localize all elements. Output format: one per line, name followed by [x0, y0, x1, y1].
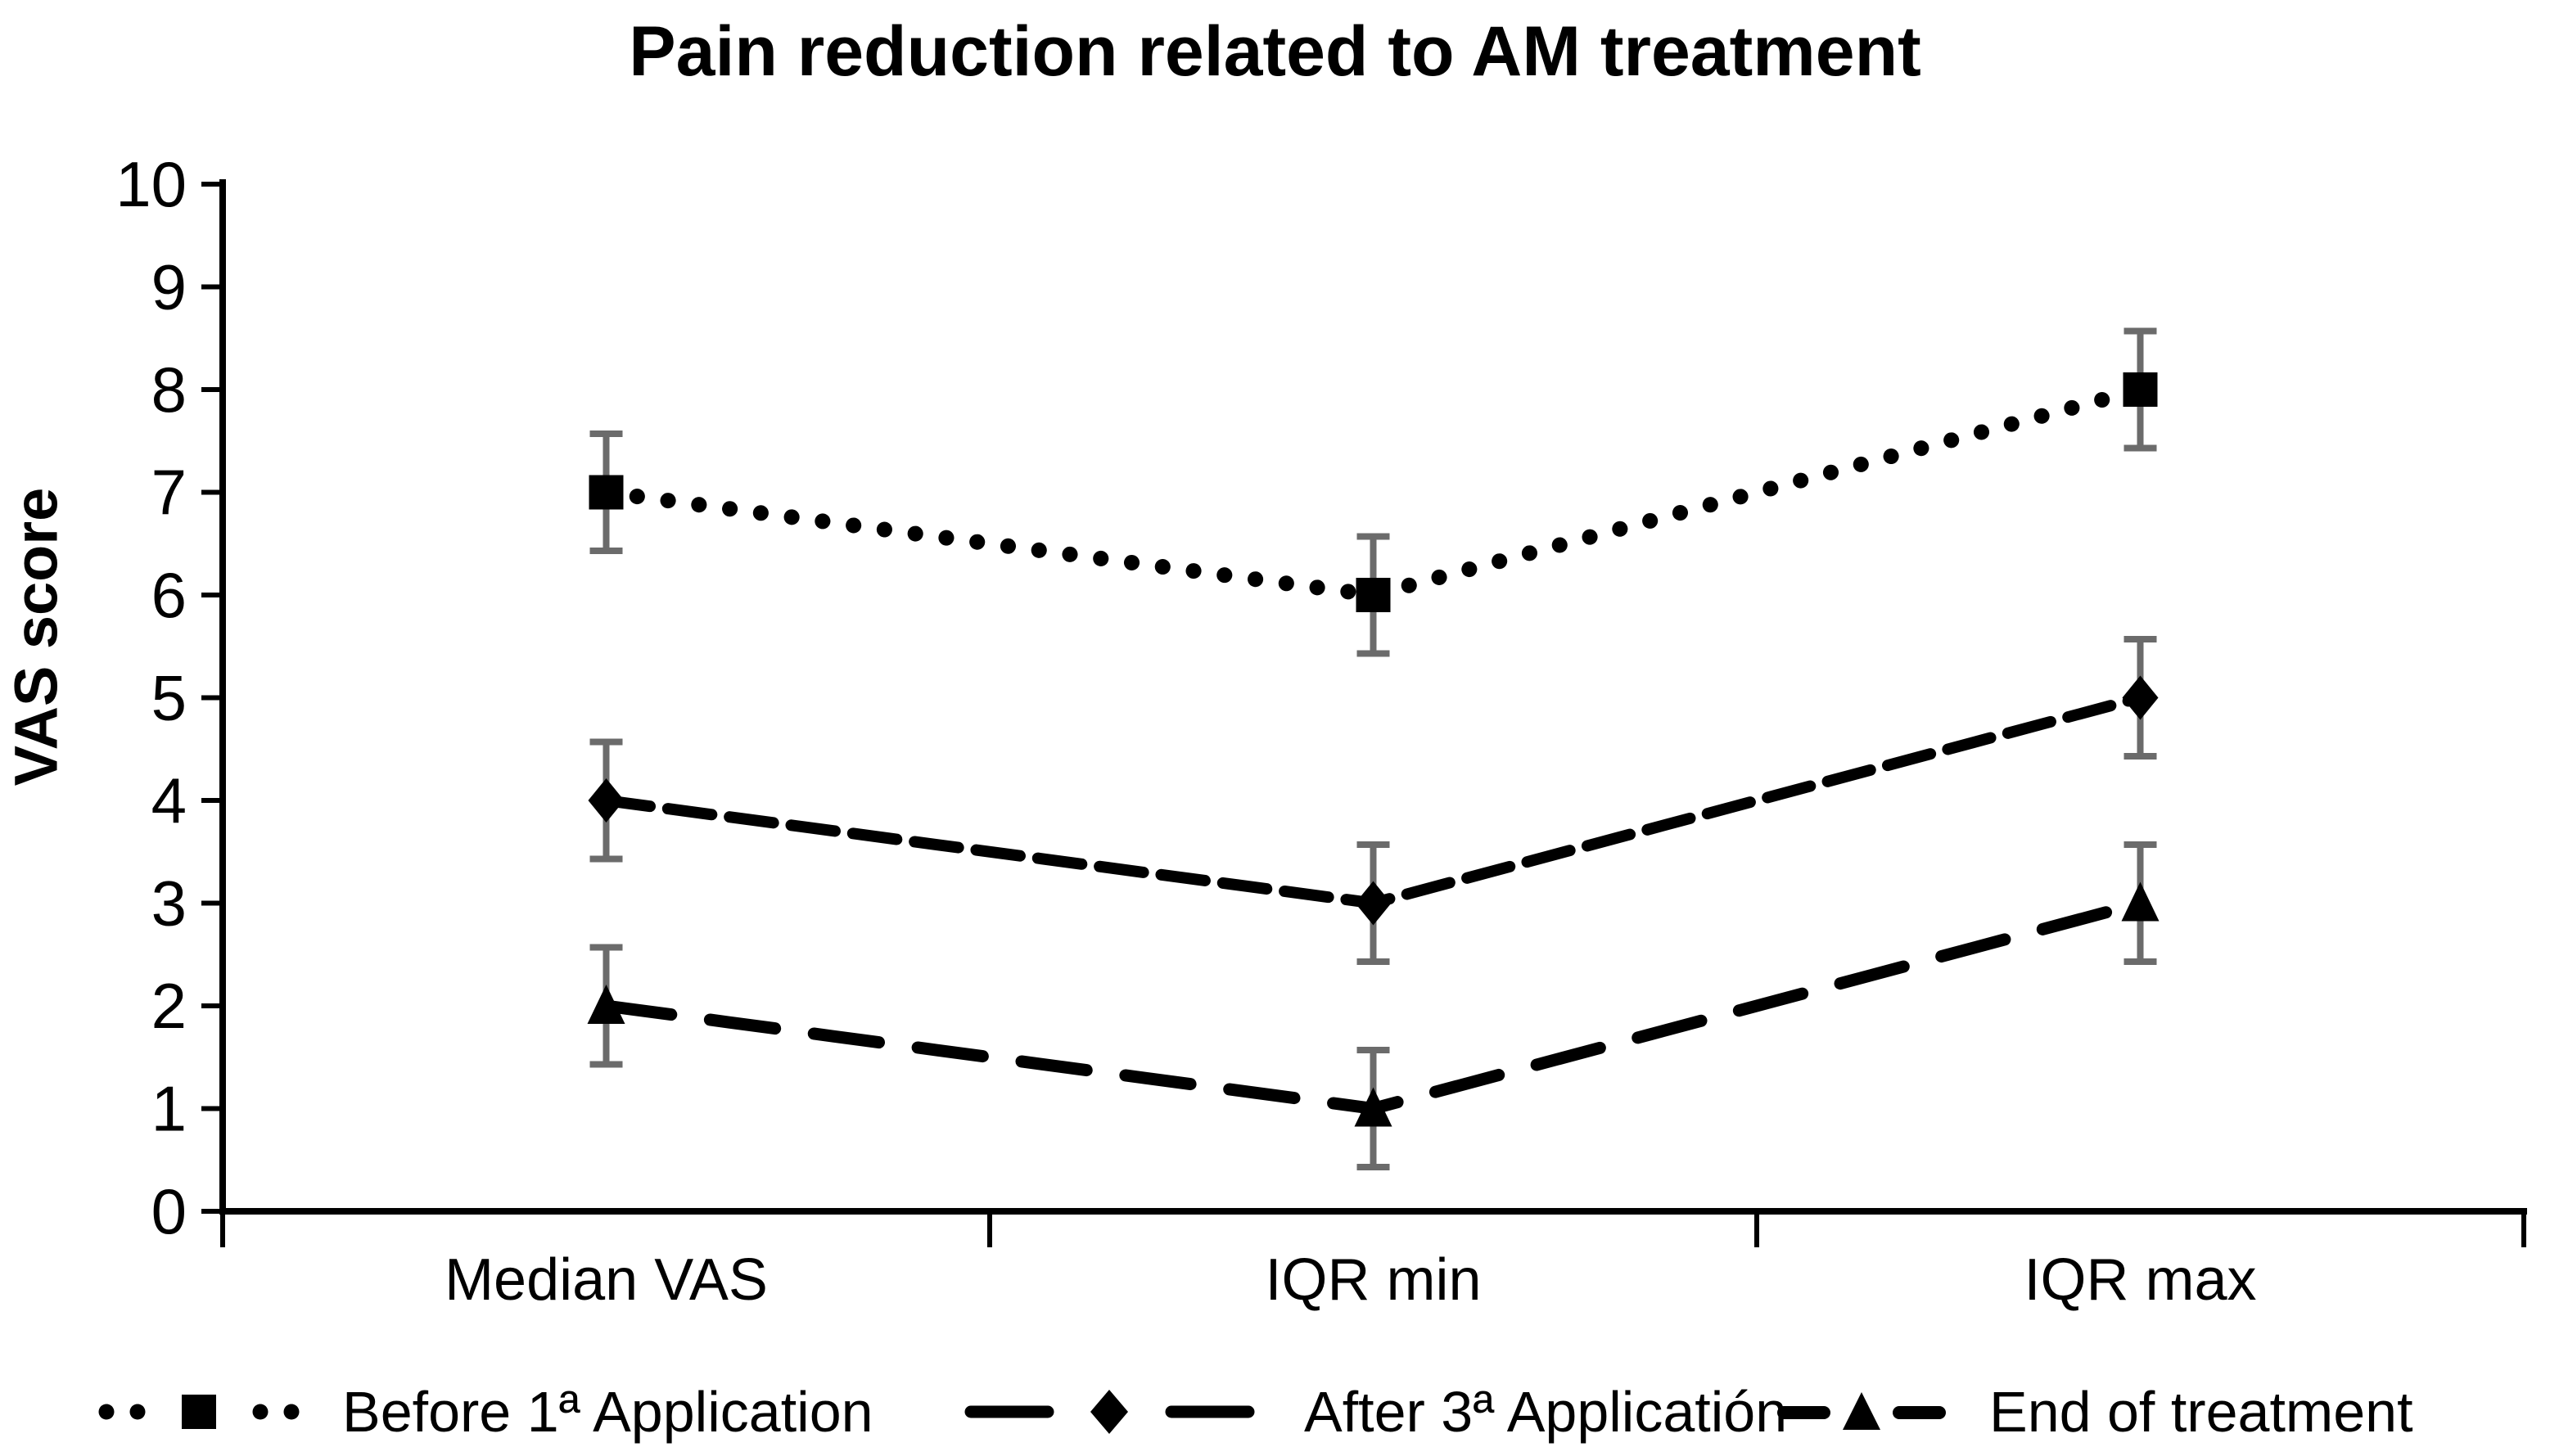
y-tick-label-4: 4: [151, 764, 187, 836]
y-tick-label-7: 7: [151, 457, 187, 529]
marker-square-before-1-application-iqr-min: [1356, 578, 1391, 612]
y-tick-label-8: 8: [151, 354, 187, 426]
y-tick-label-9: 9: [151, 251, 187, 323]
marker-triangle-up-end-of-treatment-iqr-min: [1354, 1087, 1392, 1127]
y-tick-label-6: 6: [151, 559, 187, 631]
marker-diamond-after-3-application-iqr-min: [1355, 881, 1392, 926]
marker-triangle-up-end-of-treatment-iqr-max: [2121, 881, 2160, 922]
y-tick-label-1: 1: [151, 1073, 187, 1145]
marker-square-before-1-application-median-vas: [589, 475, 624, 510]
category-label-median-vas: Median VAS: [445, 1247, 768, 1313]
legend-icon-long-dash-triangle-marker: [1777, 1392, 1946, 1430]
legend-item-end-of-treatment: End of treatment: [1776, 1380, 2413, 1444]
category-label-iqr-max: IQR max: [2024, 1247, 2256, 1313]
chart-title: Pain reduction related to AM treatment: [629, 12, 1921, 91]
legend-icon-dotted-square-marker: [98, 1395, 300, 1429]
y-tick-label-3: 3: [151, 868, 187, 940]
legend-item-after-3a-application: After 3ª Applicatión: [956, 1380, 1788, 1444]
marker-square-before-1-application-iqr-max: [2123, 372, 2158, 407]
legend-item-before-1a-application: Before 1ª Application: [97, 1380, 873, 1444]
legend-label: Before 1ª Application: [342, 1380, 873, 1444]
marker-diamond-after-3-application-median-vas: [588, 778, 625, 823]
legend-label: End of treatment: [1989, 1380, 2413, 1444]
marker-diamond-after-3-application-iqr-max: [2122, 675, 2159, 720]
category-label-iqr-min: IQR min: [1265, 1247, 1481, 1313]
legend-label: After 3ª Applicatión: [1304, 1380, 1788, 1444]
y-tick-label-10: 10: [115, 148, 187, 220]
legend-icon-dashed-diamond-marker: [964, 1390, 1255, 1434]
y-tick-label-5: 5: [151, 662, 187, 734]
y-tick-label-0: 0: [151, 1175, 187, 1247]
marker-triangle-up-end-of-treatment-median-vas: [587, 985, 625, 1024]
y-tick-label-2: 2: [151, 970, 187, 1042]
